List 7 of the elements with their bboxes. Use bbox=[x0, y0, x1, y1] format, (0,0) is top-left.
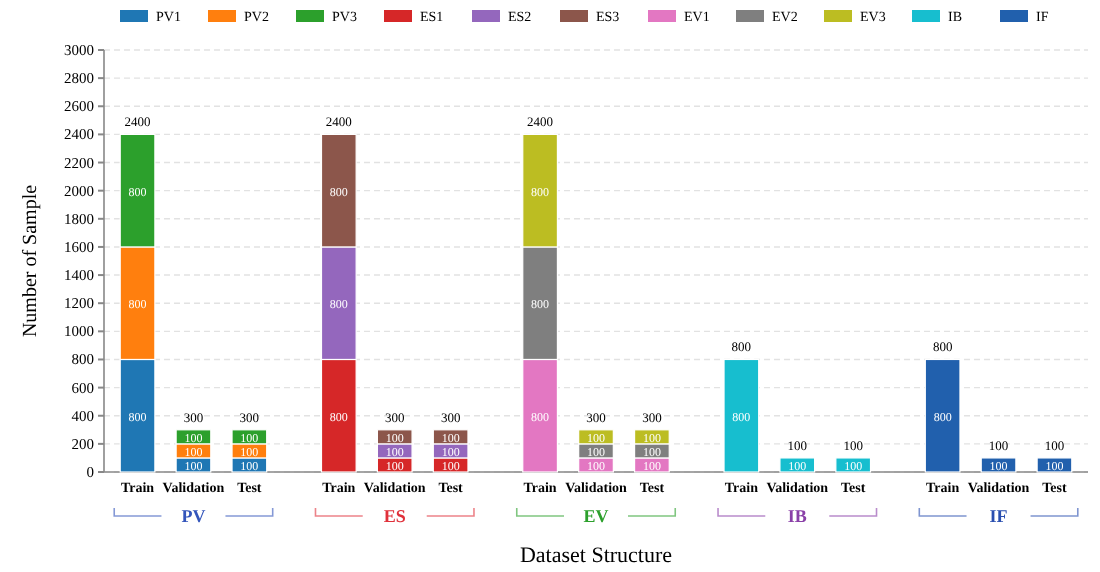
text: PV bbox=[181, 506, 207, 526]
text: EV bbox=[583, 506, 610, 526]
text: IB bbox=[787, 506, 807, 526]
y-axis-title: Number of Sample bbox=[20, 183, 42, 338]
text: IF bbox=[989, 506, 1009, 526]
text: ES bbox=[383, 506, 406, 526]
x-axis-title: Dataset Structure bbox=[519, 544, 673, 568]
